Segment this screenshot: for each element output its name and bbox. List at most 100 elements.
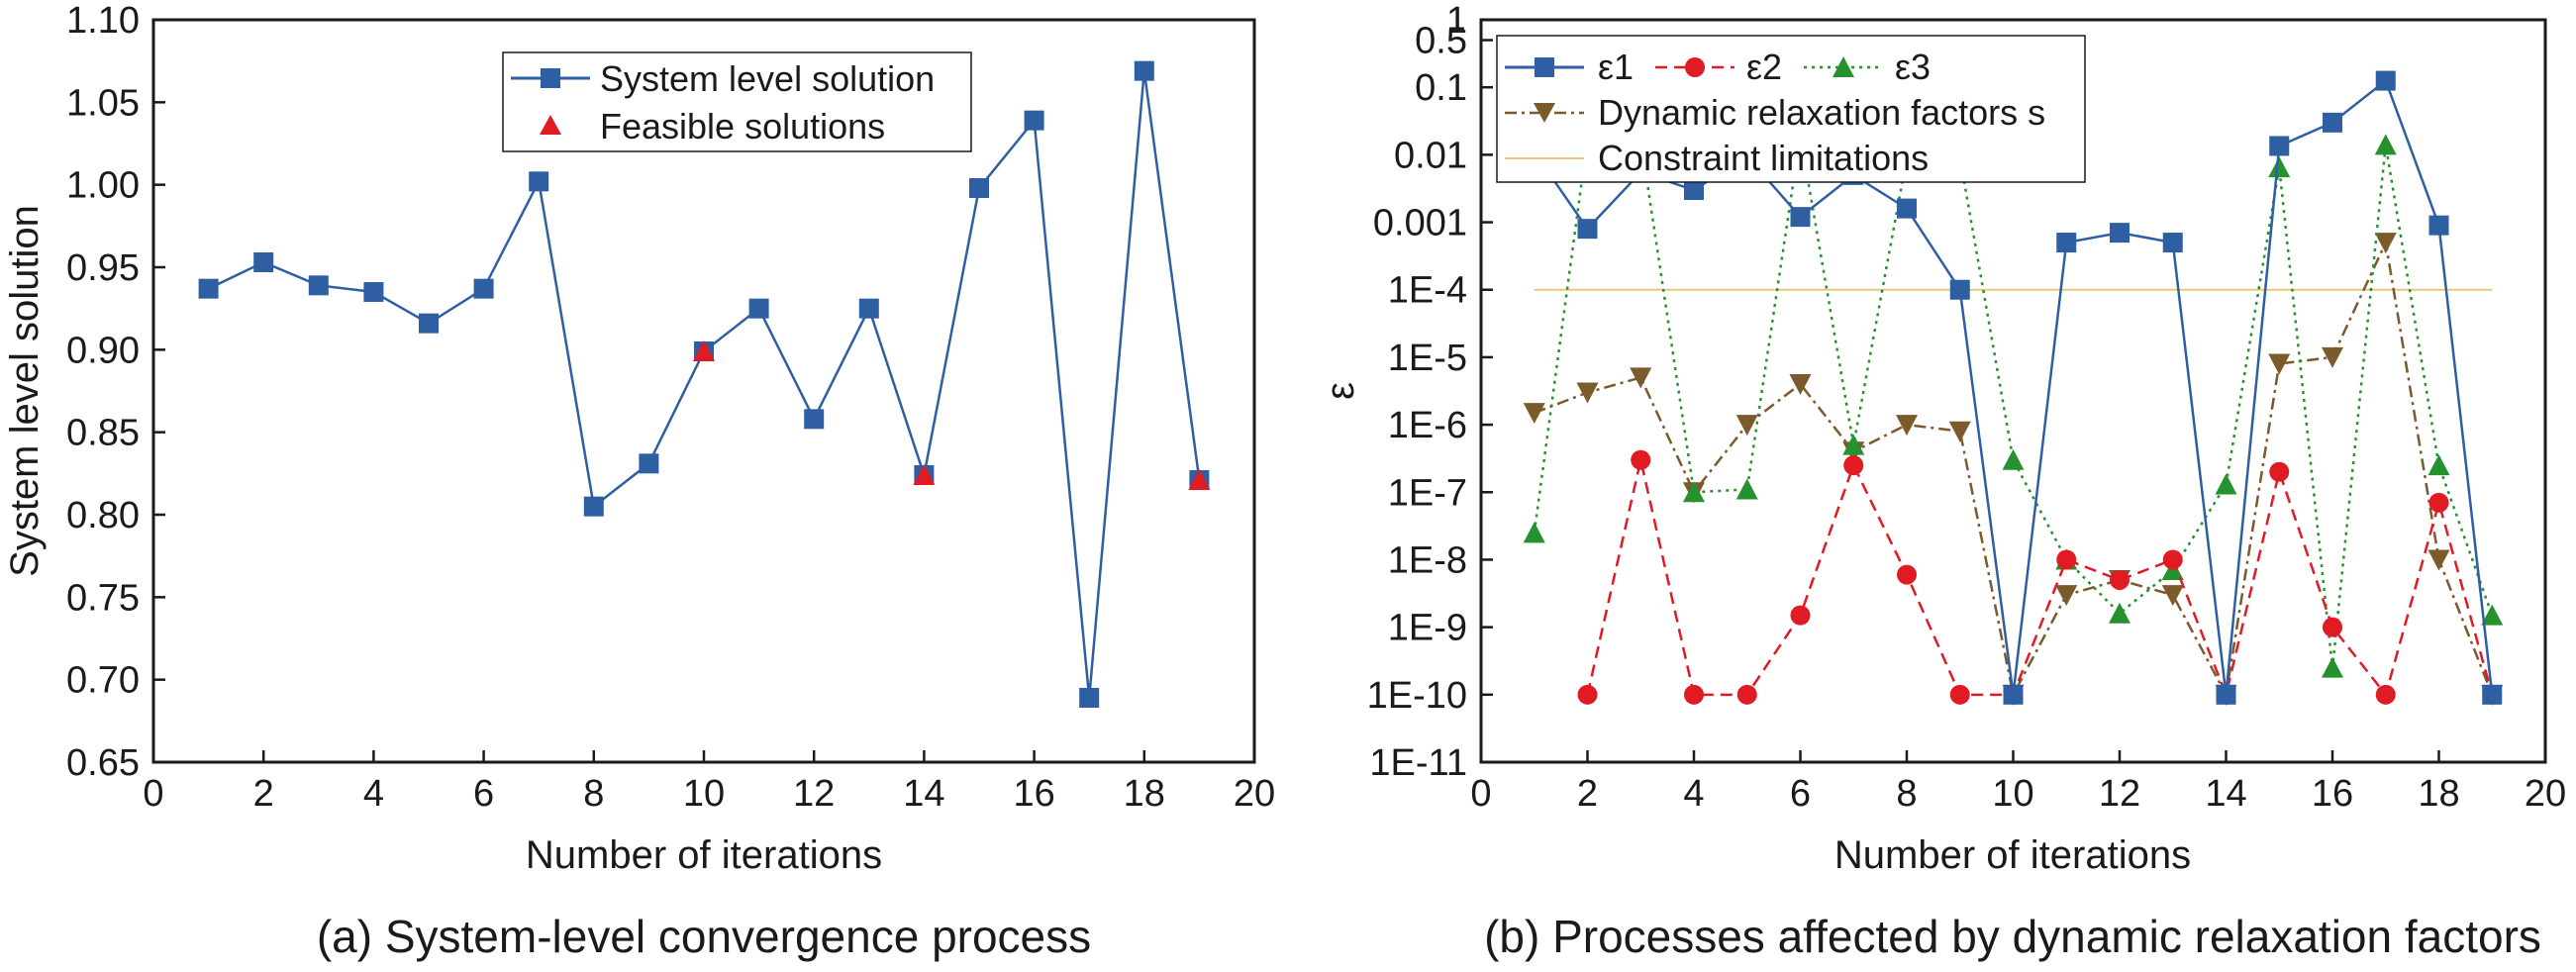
chart-b-point-e3 <box>2109 602 2130 624</box>
chart-b-point-e1 <box>2323 112 2342 133</box>
chart-b-y-tick-label: 1E-11 <box>1369 742 1467 784</box>
chart-b-point-relax <box>2161 585 2184 607</box>
chart-b-point-e3 <box>2374 134 2397 155</box>
chart-b-y-tick-label: 1E-6 <box>1388 405 1467 446</box>
chart-a-x-tick-label: 12 <box>793 773 835 815</box>
chart-a-y-axis-title: System level solution <box>3 205 47 577</box>
chart-b-x-tick-label: 6 <box>1790 773 1811 815</box>
chart-b-point-e1 <box>2162 233 2183 253</box>
chart-b-point-relax <box>1948 421 1971 442</box>
chart-a-legend-box <box>502 51 972 152</box>
chart-b-point-e1 <box>1577 219 1598 240</box>
chart-a-point-system-level <box>419 313 439 334</box>
chart-b-point-e2 <box>1843 455 1864 476</box>
chart-b-point-e3 <box>2268 156 2291 178</box>
chart-b-y-tick-label: 1E-9 <box>1388 608 1467 649</box>
chart-b-point-e2 <box>1684 684 1704 705</box>
chart-b-point-e2 <box>2110 569 2130 590</box>
chart-b-x-tick-label: 18 <box>2418 773 2459 815</box>
chart-b-point-e3 <box>2427 454 2450 476</box>
chart-b-point-e2 <box>1736 684 1757 705</box>
chart-a-x-tick-label: 18 <box>1124 773 1165 815</box>
chart-a-point-system-level <box>1079 688 1100 708</box>
chart-a-point-system-level <box>473 278 494 299</box>
chart-b-point-e2 <box>2323 617 2342 637</box>
chart-b-point-relax <box>2055 585 2078 607</box>
chart-a-point-system-level <box>198 278 219 299</box>
chart-a-point-system-level <box>253 252 274 272</box>
chart-b-point-relax <box>1789 374 1812 396</box>
chart-b-y-tick-label: 1E-4 <box>1388 270 1467 312</box>
chart-b-legend-label-relax: Dynamic relaxation factors s <box>1598 92 2045 133</box>
chart-b-legend-marker-relax <box>1534 103 1555 123</box>
chart-b-x-tick-label: 16 <box>2312 773 2353 815</box>
chart-a-caption: (a) System-level convergence process <box>317 911 1091 962</box>
chart-a-x-tick-label: 0 <box>143 773 163 815</box>
chart-b-x-tick-label: 12 <box>2099 773 2140 815</box>
chart-b-ticks: 0 2 4 6 8 10 12 14 16 18 20 1E-11 1E-10 1E-9 1E-8 1E-7 1… <box>1367 0 2567 815</box>
chart-b-y-tick-label: 1E-10 <box>1367 675 1467 717</box>
chart-b-legend-label-e1: ε1 <box>1598 47 1634 87</box>
chart-a-point-system-level <box>804 409 825 430</box>
chart-b-point-e2 <box>2056 549 2077 570</box>
chart-b-point-e2 <box>1631 449 1651 470</box>
chart-a-point-system-level <box>858 298 879 319</box>
chart-a-point-feasible <box>1188 469 1211 490</box>
chart-a-point-system-level <box>363 282 384 302</box>
chart-b-y-tick-label: 1 <box>1446 0 1467 42</box>
chart-b-x-tick-label: 4 <box>1683 773 1704 815</box>
chart-b-legend-label-e2: ε2 <box>1746 47 1782 87</box>
chart-b-point-e3 <box>1523 522 1545 543</box>
chart-a-legend: System level solution Feasible solutions <box>502 51 972 152</box>
chart-b-legend-label-e3: ε3 <box>1895 47 1931 87</box>
chart-b: 0 2 4 6 8 10 12 14 16 18 20 1E-11 1E-10 1E-9 1E-8 1E-7 1… <box>1319 0 2566 962</box>
chart-a-y-tick-label: 0.85 <box>66 413 140 454</box>
chart-a-x-tick-label: 10 <box>683 773 725 815</box>
chart-b-legend-label-constraint: Constraint limitations <box>1598 138 1929 178</box>
chart-b-legend-marker-e2 <box>1685 57 1705 77</box>
chart-b-point-relax <box>2322 346 2343 368</box>
chart-b-point-relax <box>1735 415 1758 437</box>
chart-a: 0 2 4 6 8 10 12 14 16 18 20 0.65 0.70 0.75 0.80 0.85 0.9… <box>3 0 1275 962</box>
chart-a-y-tick-label: 1.05 <box>66 82 140 124</box>
chart-a-x-axis-title: Number of iterations <box>526 833 882 877</box>
chart-b-x-tick-label: 2 <box>1577 773 1598 815</box>
chart-a-x-tick-label: 4 <box>363 773 384 815</box>
chart-a-x-tick-label: 2 <box>253 773 274 815</box>
chart-b-point-e2 <box>2269 461 2290 482</box>
chart-b-point-e1 <box>1897 198 1917 219</box>
chart-b-y-tick-label: 1E-8 <box>1388 539 1467 581</box>
chart-b-point-e1 <box>2428 215 2449 236</box>
chart-a-point-system-level <box>969 178 989 198</box>
chart-b-series-line-e3 <box>1533 136 2494 668</box>
chart-b-point-e2 <box>1577 684 1598 705</box>
chart-a-y-tick-label: 0.80 <box>66 495 140 536</box>
chart-b-x-tick-label: 8 <box>1896 773 1917 815</box>
chart-b-point-e1 <box>2375 70 2396 91</box>
chart-b-point-e3 <box>2215 473 2237 495</box>
chart-b-point-e1 <box>1790 207 1811 228</box>
chart-b-point-e3 <box>2481 604 2504 626</box>
chart-a-x-tick-label: 20 <box>1234 773 1275 815</box>
chart-a-y-tick-label: 0.95 <box>66 247 140 289</box>
chart-b-point-e3 <box>2322 656 2343 678</box>
chart-b-legend-marker-e3 <box>1833 56 1854 77</box>
chart-b-point-e2 <box>2162 549 2183 570</box>
chart-b-caption: (b) Processes affected by dynamic relaxa… <box>1484 911 2541 962</box>
chart-b-x-tick-label: 14 <box>2205 773 2246 815</box>
chart-a-x-tick-label: 16 <box>1013 773 1054 815</box>
chart-b-point-relax <box>2268 353 2291 375</box>
chart-a-legend-label-system: System level solution <box>600 58 935 99</box>
chart-b-point-e1 <box>2110 223 2130 243</box>
chart-b-point-e3 <box>2002 448 2025 470</box>
chart-b-point-e3 <box>1683 481 1705 503</box>
chart-b-point-e2 <box>1790 605 1811 626</box>
chart-b-point-relax <box>1523 403 1545 425</box>
chart-b-point-e2 <box>1949 684 1970 705</box>
chart-b-x-tick-label: 10 <box>1992 773 2033 815</box>
chart-b-point-e1 <box>1949 279 1970 300</box>
chart-b-point-e1 <box>2003 684 2024 705</box>
chart-b-x-tick-label: 0 <box>1470 773 1491 815</box>
chart-b-x-tick-label: 20 <box>2525 773 2566 815</box>
